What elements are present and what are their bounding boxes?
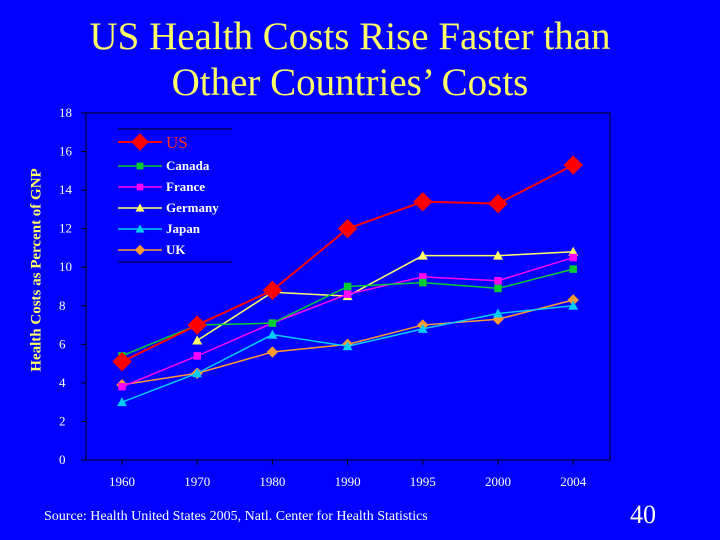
series-line-japan xyxy=(121,305,574,403)
legend-label-us: US xyxy=(166,133,188,152)
y-tick-label: 8 xyxy=(59,298,66,313)
y-tick-label: 10 xyxy=(59,259,72,274)
data-point-us xyxy=(131,133,149,151)
series-line-france xyxy=(121,256,574,388)
data-point-france xyxy=(136,183,144,191)
legend-box xyxy=(112,129,232,262)
data-point-canada xyxy=(136,162,144,170)
data-point-france xyxy=(118,382,126,391)
data-point-germany xyxy=(568,246,579,256)
data-point-canada xyxy=(569,265,577,273)
legend-label-uk: UK xyxy=(166,242,186,257)
data-point-canada xyxy=(343,282,352,291)
data-point-japan xyxy=(568,300,579,310)
data-point-japan xyxy=(417,323,428,333)
x-tick-label: 1980 xyxy=(259,474,285,489)
x-tick-label: 1995 xyxy=(410,474,436,489)
data-point-japan xyxy=(342,341,353,351)
y-tick-label: 18 xyxy=(59,105,72,120)
legend-label-canada: Canada xyxy=(166,158,210,173)
legend-label-france: France xyxy=(166,179,205,194)
legend-label-japan: Japan xyxy=(166,221,201,236)
data-point-france xyxy=(343,290,352,298)
data-point-germany xyxy=(417,250,428,260)
y-tick-label: 2 xyxy=(59,413,66,428)
y-tick-label: 14 xyxy=(59,182,73,197)
slide-title-line2: Other Countries’ Costs xyxy=(171,61,529,104)
data-point-japan xyxy=(135,224,145,233)
data-point-us xyxy=(488,193,508,214)
data-point-france xyxy=(569,253,577,262)
x-tick-label: 2004 xyxy=(560,474,587,489)
y-tick-label: 4 xyxy=(59,375,66,390)
y-tick-label: 0 xyxy=(59,452,66,467)
series-line-germany xyxy=(196,251,574,342)
legend-label-germany: Germany xyxy=(166,200,219,215)
data-point-us xyxy=(337,218,358,239)
data-point-japan xyxy=(117,397,127,407)
data-point-germany xyxy=(493,250,503,260)
x-tick-label: 1970 xyxy=(184,474,210,489)
y-tick-label: 6 xyxy=(59,336,66,351)
data-point-france xyxy=(419,273,427,281)
source-citation: Source: Health United States 2005, Natl.… xyxy=(44,509,428,524)
data-point-uk xyxy=(134,244,146,256)
data-point-france xyxy=(193,352,201,360)
data-point-japan xyxy=(267,329,278,339)
y-tick-label: 16 xyxy=(59,144,73,159)
y-tick-label: 12 xyxy=(59,221,72,236)
slide-title: US Health Costs Rise Faster than Other C… xyxy=(30,14,670,106)
data-point-us xyxy=(112,351,132,372)
data-point-us xyxy=(563,155,583,175)
data-point-germany xyxy=(192,335,203,345)
data-point-canada xyxy=(268,319,277,327)
slide-title-line1: US Health Costs Rise Faster than xyxy=(89,15,611,58)
data-point-us xyxy=(413,191,433,212)
data-point-us xyxy=(187,315,207,335)
data-point-us xyxy=(262,280,283,301)
data-point-canada xyxy=(419,278,427,287)
data-point-france xyxy=(494,276,502,285)
data-point-japan xyxy=(192,368,203,378)
x-tick-label: 1990 xyxy=(335,474,361,489)
slide-number: 40 xyxy=(630,500,656,529)
x-tick-label: 1960 xyxy=(109,474,135,489)
data-point-japan xyxy=(493,308,503,318)
x-tick-label: 2000 xyxy=(485,474,511,489)
data-point-canada xyxy=(494,284,502,293)
data-point-uk xyxy=(266,346,279,358)
data-point-germany xyxy=(135,203,145,212)
